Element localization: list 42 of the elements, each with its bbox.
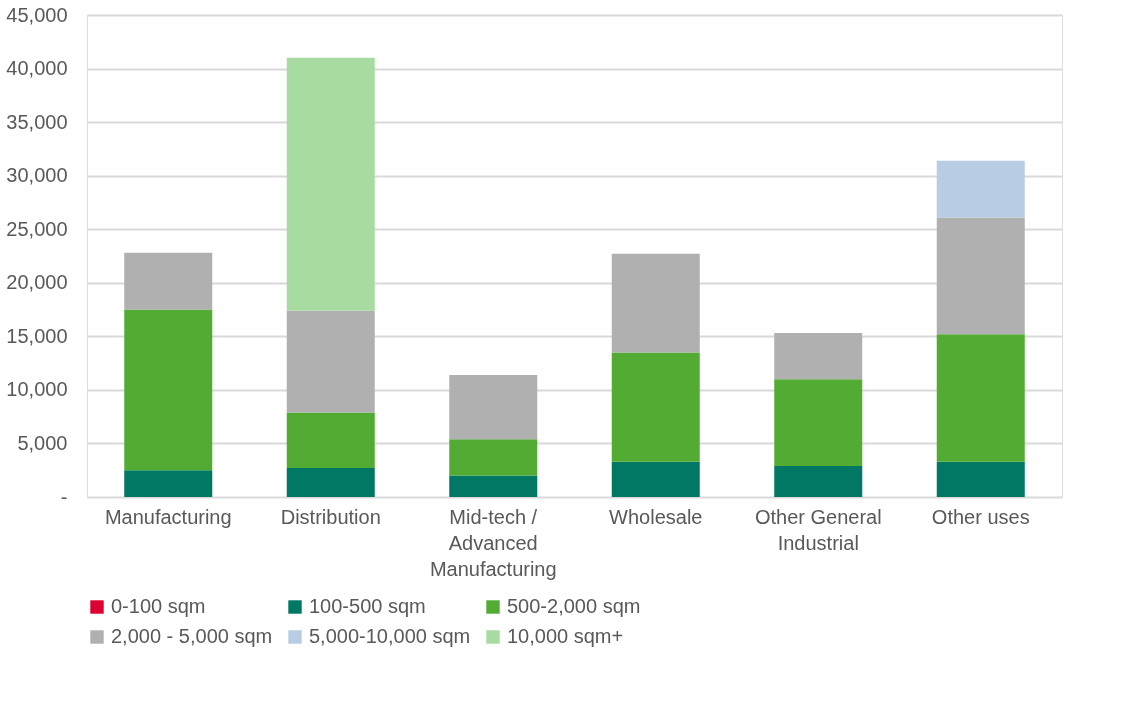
y-tick-label: 20,000: [6, 271, 68, 294]
bar: [286, 310, 375, 413]
legend-label: 100-500 sqm: [309, 595, 426, 617]
bar: [611, 253, 700, 353]
legend-label: 0-100 sqm: [111, 595, 206, 617]
legend-label: 2,000 - 5,000 sqm: [111, 625, 273, 647]
y-tick-label: 10,000: [6, 378, 68, 401]
bar: [936, 160, 1025, 218]
bar: [449, 439, 538, 476]
y-tick-label: 30,000: [6, 164, 68, 187]
bar: [449, 475, 538, 497]
bar: [286, 412, 375, 469]
bar: [124, 252, 213, 310]
bar: [286, 57, 375, 311]
bar: [286, 468, 375, 497]
x-tick-label: Other General Industrial: [754, 505, 882, 554]
x-tick-label: Mid-tech / Advanced Manufacturing: [429, 505, 557, 580]
y-tick-label: -: [60, 485, 68, 508]
y-tick-label: 40,000: [6, 57, 68, 80]
bar: [611, 352, 700, 462]
bar: [124, 470, 213, 497]
bar: [936, 334, 1025, 462]
y-tick-label: 25,000: [6, 217, 68, 240]
x-tick-label: Manufacturing: [104, 505, 232, 528]
y-tick-label: 45,000: [6, 3, 68, 26]
bar: [124, 309, 213, 471]
bar: [449, 374, 538, 440]
legend-label: 5,000-10,000 sqm: [309, 625, 471, 647]
x-tick-label: Other uses: [931, 505, 1030, 528]
legend-label: 10,000 sqm+: [507, 625, 624, 647]
bar: [936, 217, 1025, 335]
bar: [774, 379, 863, 466]
y-tick-label: 15,000: [6, 324, 68, 347]
y-tick-label: 5,000: [17, 431, 68, 454]
x-tick-label: Distribution: [280, 505, 381, 528]
y-tick-label: 35,000: [6, 110, 68, 133]
bar: [936, 461, 1025, 497]
bar: [774, 465, 863, 497]
bar: [611, 461, 700, 497]
bar: [774, 333, 863, 380]
x-tick-label: Wholesale: [609, 505, 703, 528]
legend-label: 500-2,000 sqm: [507, 595, 641, 617]
